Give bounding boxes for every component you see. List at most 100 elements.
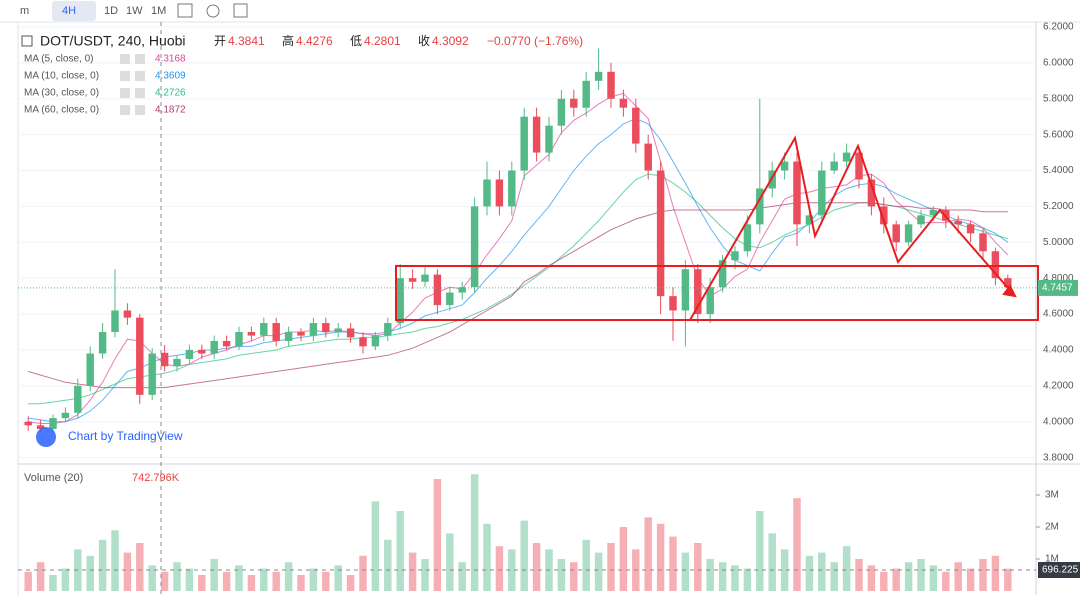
volume-bar (272, 571, 280, 591)
volume-tick-label: 3M (1045, 490, 1059, 501)
ma-icon (120, 71, 130, 81)
ma-name: MA (30, close, 0) (24, 88, 99, 99)
volume-bar (867, 565, 876, 591)
y-tick-label: 5.6000 (1043, 129, 1074, 140)
volume-bar (706, 559, 714, 591)
volume-bar (607, 543, 615, 591)
volume-bar (160, 571, 169, 591)
candle-body (322, 323, 330, 333)
candle-body (880, 206, 888, 225)
ma-line (28, 92, 1009, 424)
volume-bar (123, 552, 132, 591)
ma-icon (135, 54, 145, 64)
toolbar-active (52, 1, 96, 21)
candle-body (929, 209, 938, 216)
volume-bar (86, 555, 94, 591)
candle-body (619, 98, 628, 108)
candle-body (644, 143, 652, 171)
candle-body (545, 125, 553, 153)
volume-bar (433, 479, 442, 591)
toolbar-icon[interactable] (206, 4, 220, 18)
volume-bar (929, 565, 938, 591)
volume-bar (756, 511, 764, 591)
volume-bar (694, 543, 702, 591)
ma-icon (135, 71, 145, 81)
volume-bar (384, 539, 392, 591)
volume-bar (942, 571, 950, 591)
ma-name: MA (10, close, 0) (24, 71, 99, 82)
drawn-zigzag[interactable] (689, 135, 1016, 321)
volume-bar (235, 565, 243, 591)
ma-icon (120, 105, 130, 115)
candle-body (260, 323, 268, 336)
volume-bar (61, 568, 70, 591)
volume-bar (582, 539, 590, 591)
candle-body (371, 335, 380, 347)
candle-body (818, 170, 826, 216)
volume-bar (173, 562, 181, 591)
volume-bar (917, 559, 925, 591)
toolbar-item[interactable]: 4H (62, 5, 76, 17)
candle-body (731, 251, 739, 261)
volume-bar (346, 575, 355, 591)
collapse-icon[interactable] (21, 35, 33, 47)
ma-icon (120, 54, 130, 64)
volume-badge-label: 696.225 (1042, 565, 1079, 576)
candle-body (98, 332, 107, 354)
candle-body (743, 224, 752, 252)
volume-tick-label: 2M (1045, 522, 1059, 533)
ohlc-label: 低 (350, 34, 362, 48)
toolbar-item[interactable]: 1M (151, 5, 166, 17)
volume-bar (408, 552, 417, 591)
candle-body (632, 107, 640, 144)
candle-body (86, 353, 94, 386)
volume-bar (185, 568, 194, 591)
volume-bar (532, 543, 541, 591)
toolbar-icon[interactable] (233, 3, 248, 18)
ma-value: 4.3609 (155, 71, 186, 82)
candle-body (173, 358, 181, 367)
candle-body (991, 251, 1000, 279)
candle-body (470, 206, 479, 288)
ma-icon (135, 88, 145, 98)
volume-bar (470, 474, 479, 591)
ohlc-value: 4.3092 (432, 34, 469, 48)
candle-body (706, 287, 714, 315)
volume-bar (458, 562, 466, 591)
volume-bar (793, 498, 801, 591)
candle-body (979, 233, 987, 252)
toolbar-item[interactable]: m (20, 5, 29, 17)
volume-bar (830, 562, 838, 591)
candle-body (495, 179, 504, 207)
candle-body (396, 278, 404, 324)
candle-body (867, 179, 876, 207)
volume-bar (557, 559, 566, 591)
ma-value: 4.3168 (155, 54, 186, 65)
candle-body (582, 80, 590, 108)
candle-body (24, 421, 32, 426)
ma-line (28, 173, 1008, 405)
candle-body (557, 98, 566, 126)
toolbar-item[interactable]: 1W (126, 5, 143, 17)
y-tick-label: 5.8000 (1043, 93, 1074, 104)
ma-name: MA (5, close, 0) (24, 54, 93, 65)
toolbar-icon[interactable] (177, 3, 193, 18)
y-tick-label: 5.0000 (1043, 237, 1074, 248)
watermark-logo (36, 427, 56, 447)
y-tick-label: 5.2000 (1043, 201, 1074, 212)
volume-bar (49, 575, 57, 591)
candle-body (210, 340, 218, 354)
watermark[interactable]: Chart by TradingView (68, 429, 183, 443)
volume-bar (743, 568, 752, 591)
ohlc-value: 4.2801 (364, 34, 401, 48)
y-tick-label: 4.4000 (1043, 345, 1074, 356)
volume-bar (198, 575, 206, 591)
volume-bar (594, 552, 603, 591)
candle-body (793, 161, 801, 225)
volume-bar (495, 546, 504, 591)
volume-bar (148, 565, 156, 591)
toolbar-item[interactable]: 1D (104, 5, 118, 17)
volume-bar (892, 568, 900, 591)
ma-icon (120, 88, 130, 98)
